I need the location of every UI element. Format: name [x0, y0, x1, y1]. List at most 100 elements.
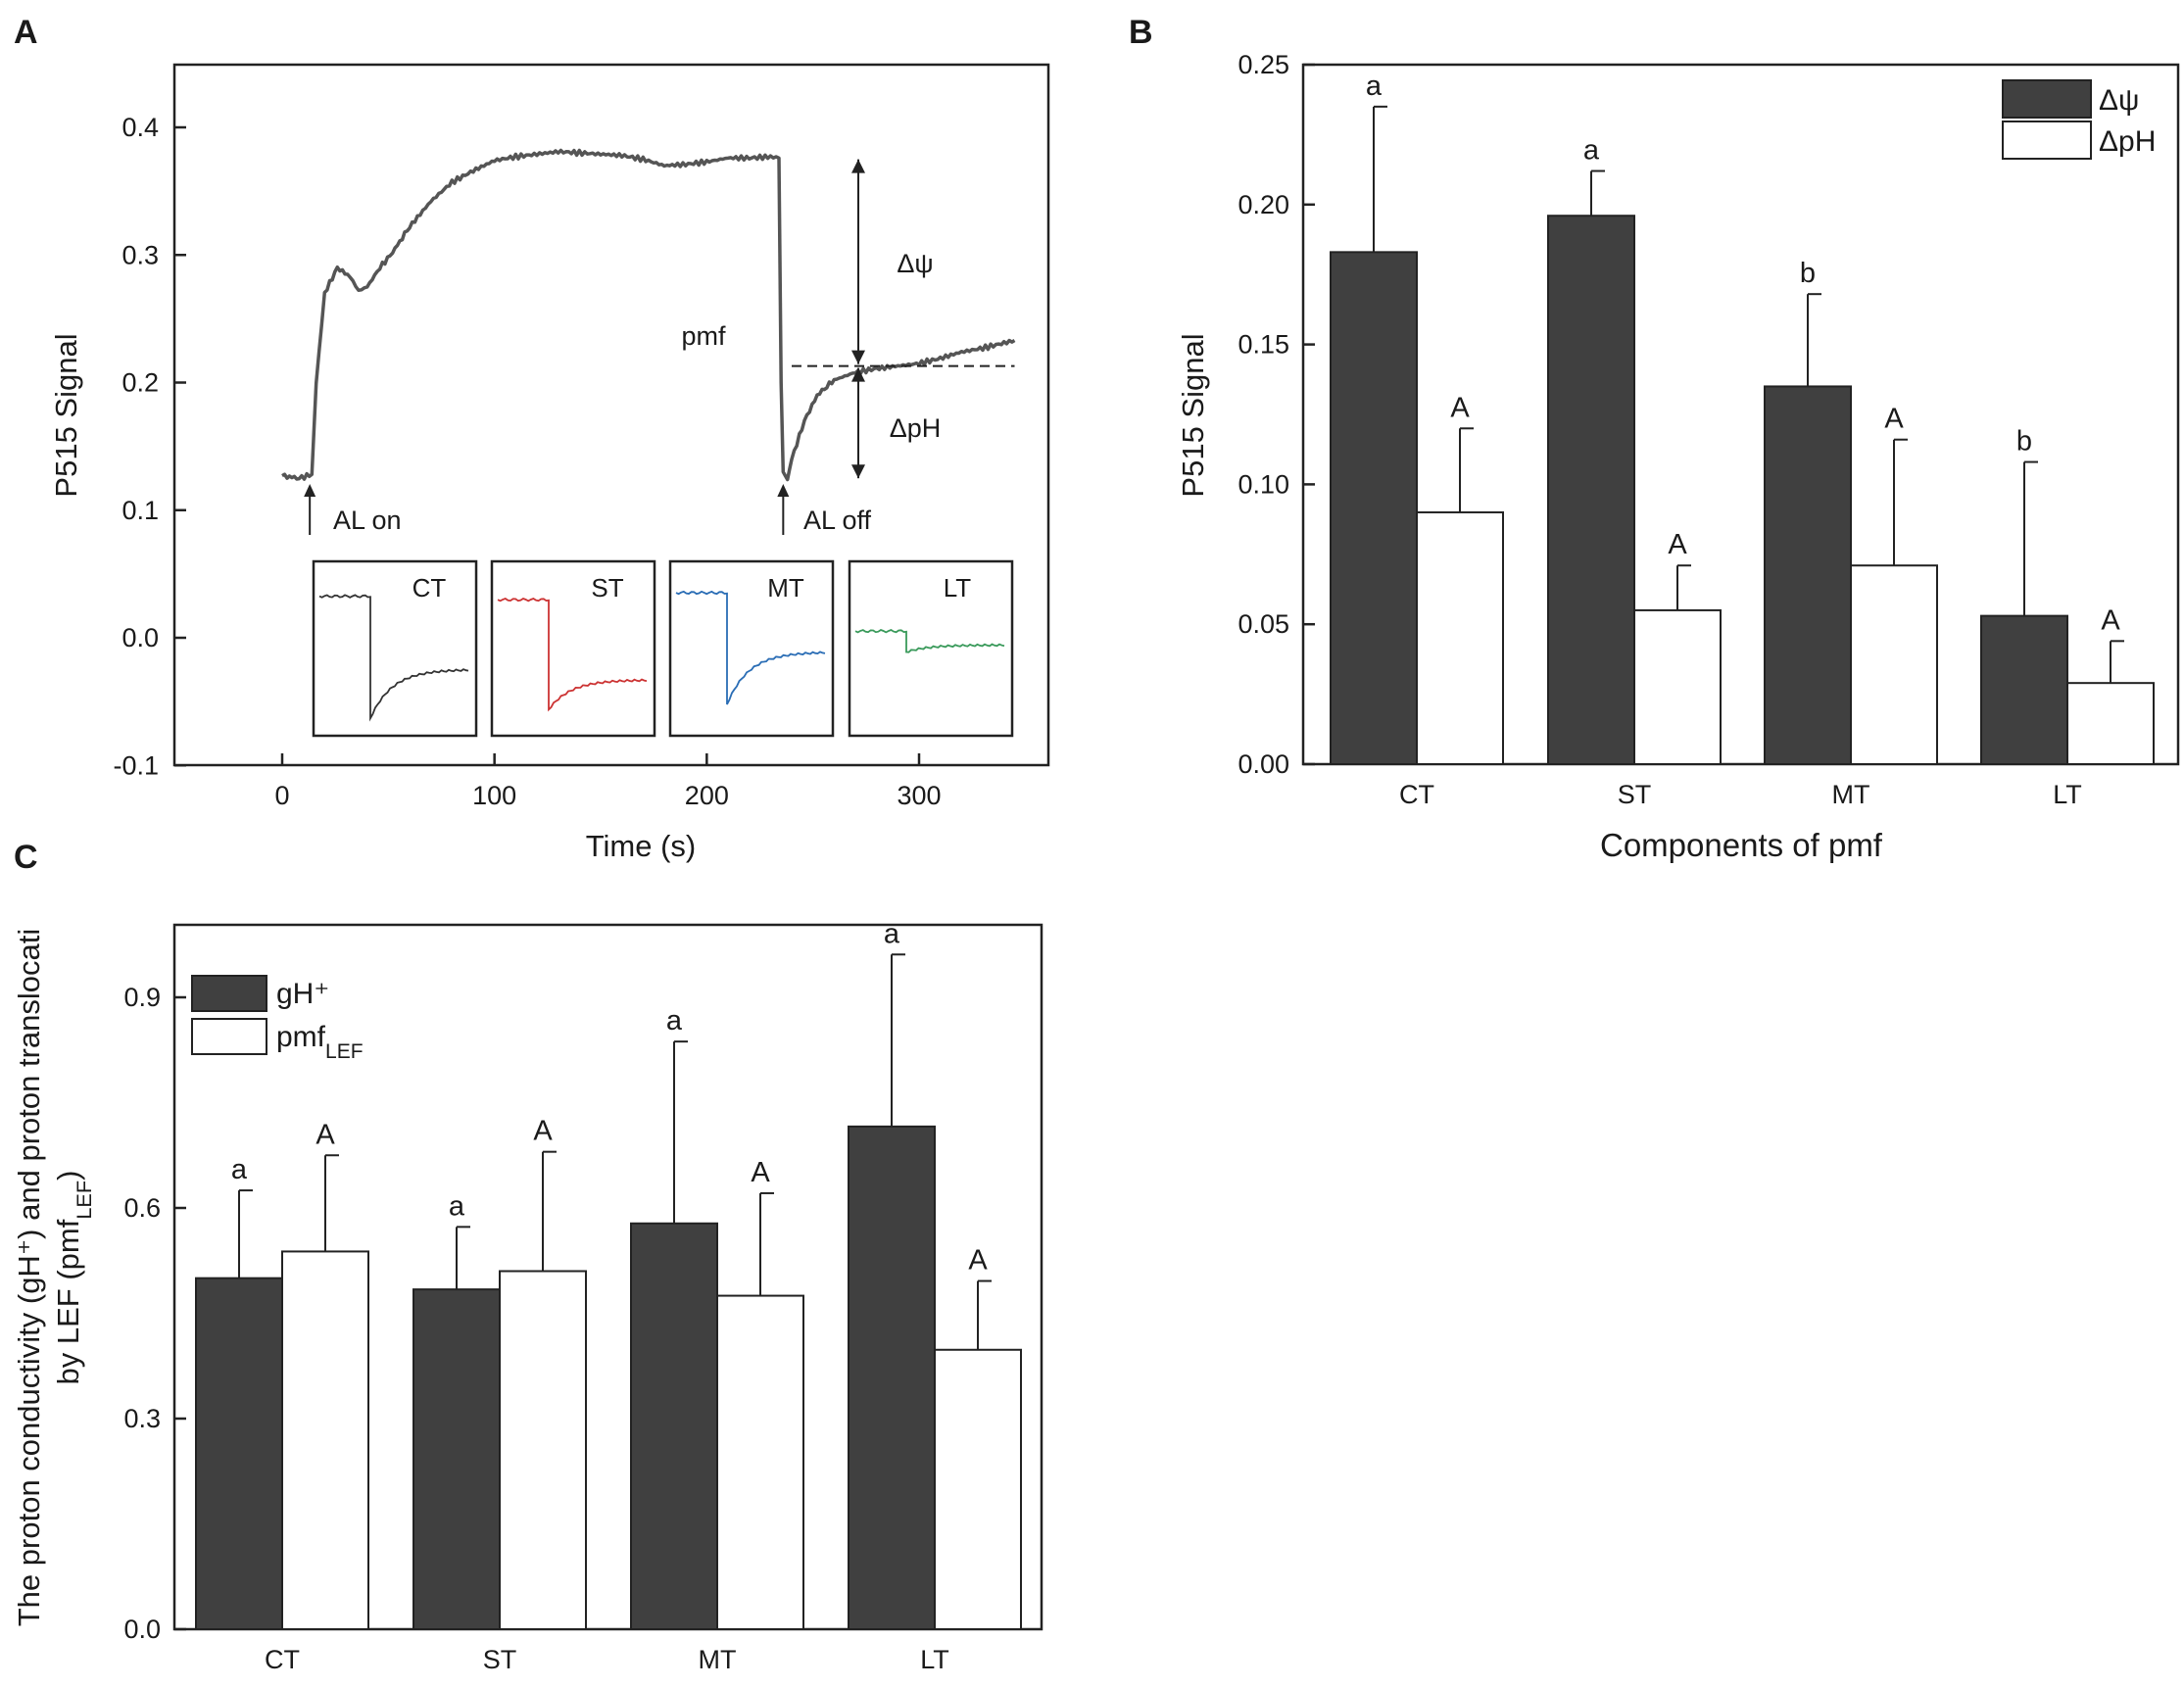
significance-letter: a — [1583, 135, 1600, 167]
significance-letter: A — [2101, 604, 2120, 636]
inset-trace-line — [497, 598, 648, 712]
a-x-tick-label: 100 — [472, 781, 516, 810]
panel-c-letter: C — [14, 839, 38, 876]
panel-a-letter: A — [14, 14, 38, 51]
y-tick-label: 0.00 — [1238, 749, 1289, 779]
x-tick-label: MT — [699, 1645, 737, 1674]
panel-b-y-label: P515 Signal — [1176, 333, 1210, 497]
arrow-head — [851, 350, 865, 364]
bar-ct-s1 — [195, 1277, 283, 1630]
panel-b-y-ticks: 0.00 0.05 0.10 0.15 0.20 0.25 CT ST MT LT — [1238, 50, 2081, 809]
panel-c: C 0.0 0.3 0.6 0.9 CT ST MT LT a Aa Aa Aa A The prot… — [12, 839, 1043, 1674]
inset-mt: MT — [668, 559, 835, 738]
arrow-head — [851, 464, 865, 479]
y-tick-label: 0.15 — [1238, 330, 1289, 360]
x-tick-label: MT — [1832, 780, 1870, 809]
bar-lt-s2 — [934, 1348, 1022, 1631]
pmf-annotation: pmf — [681, 321, 726, 351]
dph-annotation: ΔpH — [890, 413, 942, 443]
legend-label-pmflef: pmfLEF — [276, 1021, 364, 1063]
panel-b-x-label: Components of pmf — [1600, 827, 1883, 863]
legend-label-gh: gH⁺ — [276, 978, 329, 1010]
legend-swatch-gh — [191, 975, 267, 1012]
panel-a-y-label: P515 Signal — [49, 333, 83, 497]
inset-frame — [312, 559, 478, 738]
panel-a-frame — [172, 63, 1050, 767]
p515-trace-line — [281, 148, 1016, 482]
inset-frame — [668, 559, 835, 738]
bar-ct-s2 — [1416, 510, 1504, 766]
inset-label: LT — [944, 573, 972, 603]
legend-swatch-dpsi — [2002, 79, 2092, 119]
significance-letter: A — [968, 1245, 988, 1277]
y-tick-label: 0.0 — [123, 1615, 161, 1644]
panel-b-letter: B — [1129, 14, 1153, 51]
a-y-tick-label: 0.1 — [121, 496, 159, 525]
x-tick-label: ST — [483, 1645, 517, 1674]
panel-c-y-ticks: 0.0 0.3 0.6 0.9 CT ST MT LT — [123, 983, 948, 1674]
bar-mt-s1 — [1764, 385, 1852, 765]
x-tick-label: LT — [2053, 780, 2082, 809]
significance-letter: a — [231, 1154, 248, 1185]
bar-st-s2 — [1633, 608, 1722, 765]
bar-st-s1 — [413, 1288, 501, 1630]
bar-mt-s2 — [1850, 564, 1938, 765]
x-tick-label: CT — [1399, 780, 1434, 809]
y-tick-label: 0.9 — [123, 983, 161, 1012]
significance-letter: a — [666, 1005, 683, 1037]
bar-lt-s1 — [848, 1125, 936, 1631]
panel-b: B 0.00 0.05 0.10 0.15 0.20 0.25 CT ST MT LT a Aa Ab… — [1129, 14, 2180, 863]
legend-label-dph: ΔpH — [2099, 125, 2156, 158]
dpsi-annotation: Δψ — [897, 249, 933, 278]
legend-swatch-pmflef — [191, 1018, 267, 1055]
treatment-insets: CT ST MT LT — [312, 559, 1014, 738]
significance-letter: A — [751, 1157, 770, 1188]
significance-letter: a — [449, 1190, 465, 1222]
y-tick-label: 0.6 — [123, 1193, 161, 1223]
y-tick-label: 0.10 — [1238, 469, 1289, 499]
panel-c-y-label-line1: The proton conductivity (gH⁺) and proton… — [12, 929, 46, 1627]
panel-c-y-label-line2: by LEF (pmfLEF) — [51, 1171, 96, 1385]
a-y-tick-label: 0.4 — [121, 113, 159, 142]
arrow-head — [777, 484, 790, 497]
significance-letter: b — [2016, 426, 2032, 458]
inset-frame — [490, 559, 656, 738]
significance-letter: A — [315, 1119, 335, 1150]
a-x-tick-label: 300 — [897, 781, 941, 810]
arrow-head — [851, 159, 865, 173]
a-y-tick-label: 0.0 — [121, 623, 159, 652]
al-on-annotation: AL on — [333, 506, 402, 535]
inset-label: MT — [767, 573, 804, 603]
pmf-arrows — [304, 159, 865, 535]
inset-ct: CT — [312, 559, 478, 738]
significance-letter: A — [1884, 404, 1904, 435]
y-tick-label: 0.05 — [1238, 609, 1289, 639]
x-tick-label: ST — [1618, 780, 1652, 809]
y-tick-label: 0.25 — [1238, 50, 1289, 79]
al-off-annotation: AL off — [803, 506, 872, 535]
panel-a-y-ticks: -0.1 0.0 0.1 0.2 0.3 0.4 — [113, 113, 186, 780]
significance-letter: A — [1668, 529, 1687, 560]
bar-mt-s1 — [630, 1222, 718, 1631]
panel-c-bars: a Aa Aa Aa A — [195, 918, 1022, 1631]
inset-st: ST — [490, 559, 656, 738]
significance-letter: A — [1450, 392, 1470, 423]
inset-label: ST — [591, 573, 623, 603]
panel-a: A -0.1 0.0 0.1 0.2 0.3 0.4 0 100 200 300 P515 Si… — [14, 14, 1050, 863]
bar-lt-s2 — [2066, 682, 2155, 766]
arrow-head — [304, 484, 316, 497]
panel-c-legend: gH⁺ pmfLEF — [191, 975, 364, 1063]
x-tick-label: CT — [265, 1645, 300, 1674]
x-tick-label: LT — [920, 1645, 949, 1674]
arrow-head — [851, 367, 865, 382]
panel-b-frame — [1301, 63, 2180, 766]
inset-lt: LT — [848, 559, 1014, 738]
inset-trace-line — [675, 590, 826, 705]
a-x-tick-label: 0 — [274, 781, 289, 810]
significance-letter: b — [1800, 258, 1816, 289]
legend-label-dpsi: Δψ — [2099, 84, 2139, 117]
significance-letter: a — [1366, 71, 1383, 102]
panel-c-y-label: The proton conductivity (gH⁺) and proton… — [12, 929, 96, 1627]
y-tick-label: 0.20 — [1238, 190, 1289, 219]
